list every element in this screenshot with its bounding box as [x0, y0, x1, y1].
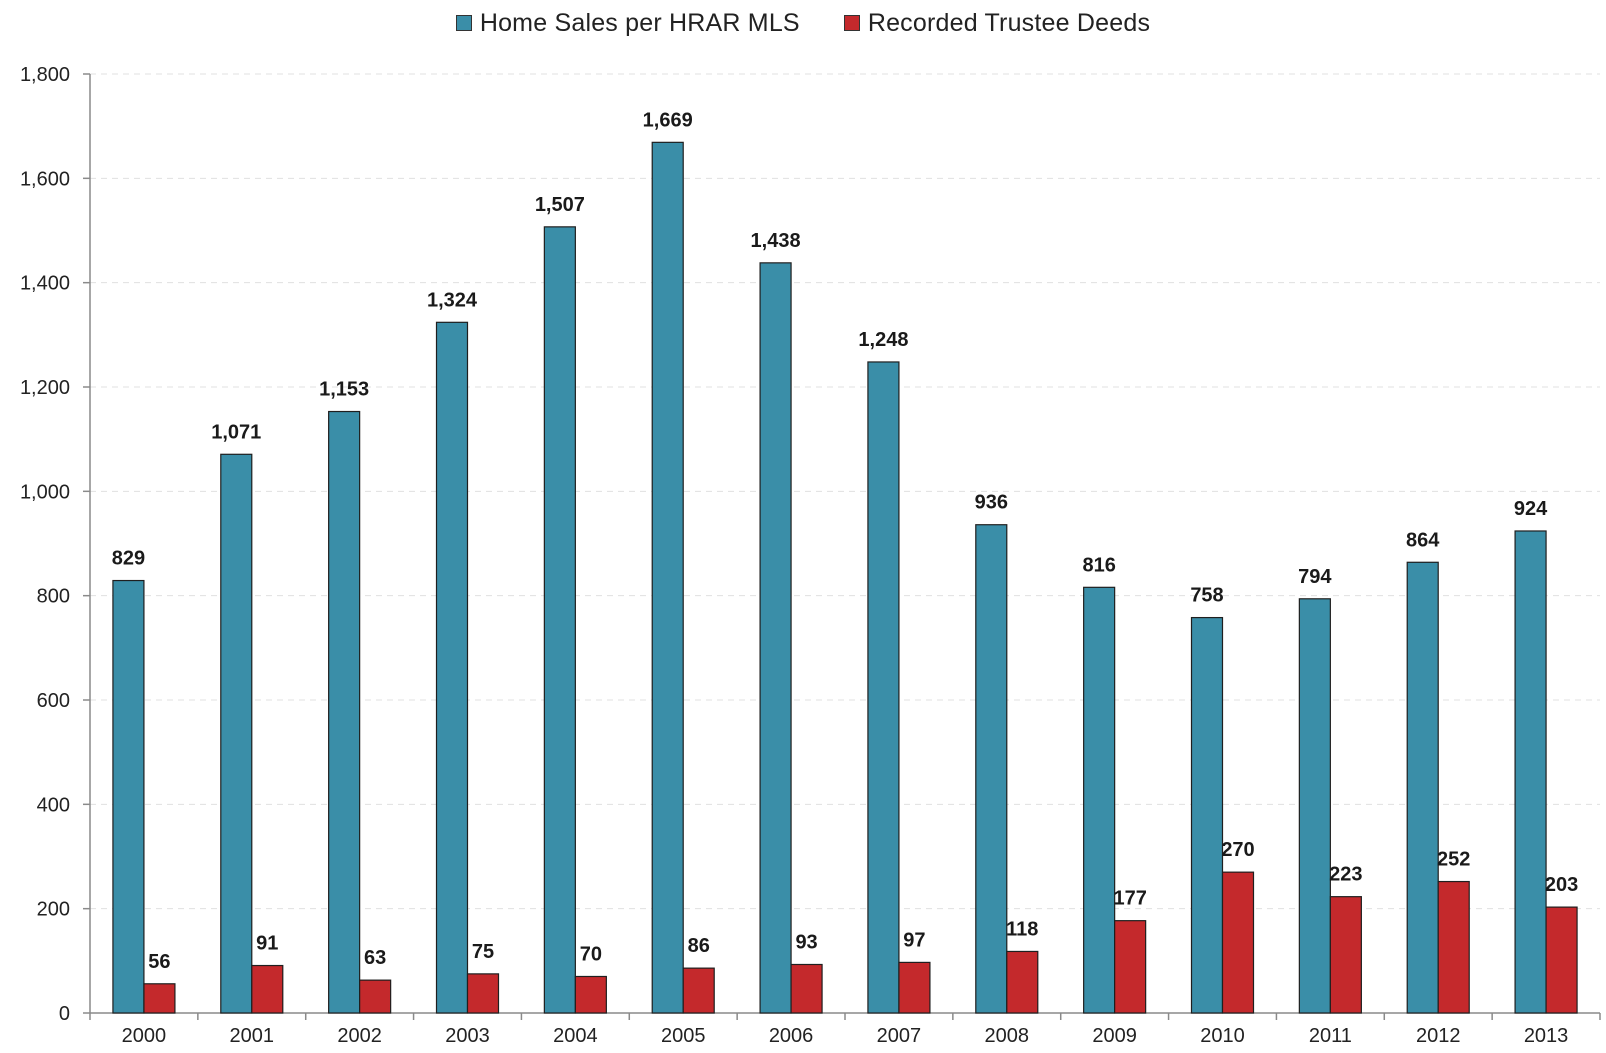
y-tick-label: 1,000 — [20, 481, 70, 503]
data-label-trustee-deeds: 56 — [148, 951, 170, 973]
y-tick-label: 1,600 — [20, 168, 70, 190]
bar-home-sales — [1083, 586, 1116, 1014]
data-label-home-sales: 1,153 — [319, 379, 369, 401]
x-tick-label: 2002 — [337, 1025, 382, 1047]
data-label-trustee-deeds: 203 — [1545, 874, 1578, 896]
data-label-home-sales: 1,438 — [751, 230, 801, 252]
bar-trustee-deeds — [1437, 880, 1470, 1014]
bar-trustee-deeds — [1329, 896, 1362, 1014]
data-label-home-sales: 829 — [112, 548, 145, 570]
y-tick-label: 400 — [37, 794, 70, 816]
y-tick-label: 600 — [37, 690, 70, 712]
x-tick-label: 2005 — [661, 1025, 706, 1047]
data-label-home-sales: 794 — [1298, 566, 1332, 588]
y-tick-label: 1,400 — [20, 273, 70, 295]
x-tick-label: 2008 — [985, 1025, 1030, 1047]
y-tick-label: 0 — [59, 1003, 70, 1025]
bar-trustee-deeds — [790, 963, 823, 1014]
x-tick-label: 2001 — [230, 1025, 275, 1047]
data-label-home-sales: 924 — [1514, 498, 1548, 520]
data-label-trustee-deeds: 70 — [580, 943, 602, 965]
legend-label-home-sales: Home Sales per HRAR MLS — [479, 8, 800, 37]
data-label-home-sales: 1,248 — [858, 329, 908, 351]
bar-trustee-deeds — [1545, 906, 1578, 1014]
data-label-trustee-deeds: 270 — [1221, 839, 1254, 861]
bar-home-sales — [1514, 530, 1547, 1014]
x-tick-label: 2003 — [445, 1025, 490, 1047]
bar-home-sales — [867, 361, 900, 1014]
bar-trustee-deeds — [1114, 920, 1147, 1014]
data-label-trustee-deeds: 63 — [364, 947, 386, 969]
data-label-home-sales: 1,507 — [535, 194, 585, 216]
bar-home-sales — [975, 524, 1008, 1014]
data-label-home-sales: 936 — [975, 492, 1008, 514]
legend: Home Sales per HRAR MLS Recorded Trustee… — [0, 6, 1606, 40]
data-label-trustee-deeds: 97 — [903, 929, 925, 951]
bar-home-sales — [759, 262, 792, 1014]
bar-trustee-deeds — [359, 979, 392, 1014]
bar-home-sales — [1190, 616, 1224, 1014]
bar-trustee-deeds — [1006, 950, 1039, 1014]
bar-trustee-deeds — [466, 973, 500, 1014]
data-label-home-sales: 1,324 — [427, 289, 478, 311]
legend-item-trustee-deeds: Recorded Trustee Deeds — [843, 8, 1151, 38]
data-label-home-sales: 1,071 — [211, 421, 261, 443]
x-tick-label: 2007 — [877, 1025, 922, 1047]
bar-home-sales — [1298, 598, 1331, 1014]
bar-home-sales — [1406, 561, 1439, 1014]
legend-swatch-home-sales — [455, 15, 472, 31]
x-tick-label: 2011 — [1309, 1025, 1352, 1047]
x-tick-label: 2009 — [1092, 1025, 1137, 1047]
data-label-trustee-deeds: 252 — [1437, 849, 1470, 871]
x-tick-label: 2012 — [1416, 1025, 1461, 1047]
data-label-trustee-deeds: 91 — [256, 933, 278, 955]
bar-home-sales — [328, 410, 361, 1014]
bar-trustee-deeds — [251, 964, 284, 1014]
data-label-trustee-deeds: 223 — [1329, 864, 1362, 886]
y-tick-label: 800 — [37, 586, 70, 608]
data-label-home-sales: 758 — [1190, 585, 1223, 607]
data-label-trustee-deeds: 177 — [1113, 888, 1146, 910]
legend-swatch-trustee-deeds — [843, 15, 860, 31]
data-label-home-sales: 816 — [1082, 554, 1115, 576]
legend-item-home-sales: Home Sales per HRAR MLS — [455, 8, 800, 38]
x-tick-label: 2006 — [769, 1025, 814, 1047]
bar-trustee-deeds — [143, 983, 176, 1014]
y-tick-label: 200 — [37, 899, 70, 921]
bar-trustee-deeds — [574, 975, 607, 1014]
data-label-trustee-deeds: 86 — [688, 935, 710, 957]
bar-home-sales — [435, 321, 469, 1014]
data-label-home-sales: 1,669 — [643, 109, 693, 131]
x-tick-label: 2010 — [1200, 1025, 1245, 1047]
bar-trustee-deeds — [898, 961, 931, 1014]
bar-trustee-deeds — [682, 967, 715, 1014]
y-tick-label: 1,800 — [20, 64, 70, 86]
data-label-trustee-deeds: 75 — [472, 941, 494, 963]
data-label-home-sales: 864 — [1406, 529, 1440, 551]
x-tick-label: 2000 — [122, 1025, 167, 1047]
x-tick-label: 2004 — [553, 1025, 598, 1047]
x-tick-label: 2013 — [1524, 1025, 1569, 1047]
bar-home-sales — [651, 141, 684, 1014]
bar-home-sales — [220, 453, 253, 1014]
bar-home-sales — [543, 226, 576, 1014]
bar-trustee-deeds — [1221, 871, 1255, 1014]
data-label-trustee-deeds: 118 — [1006, 918, 1038, 940]
legend-label-trustee-deeds: Recorded Trustee Deeds — [867, 8, 1151, 37]
y-tick-label: 1,200 — [20, 377, 70, 399]
bar-home-sales — [112, 579, 145, 1014]
data-label-trustee-deeds: 93 — [795, 931, 817, 953]
